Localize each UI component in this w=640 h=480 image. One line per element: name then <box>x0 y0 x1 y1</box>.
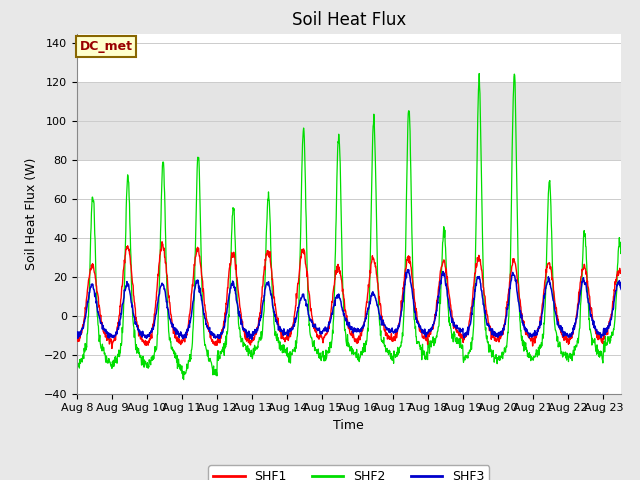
SHF3 <box>634 328 640 334</box>
SHF1 <box>344 317 351 323</box>
SHF2 <box>333 193 340 199</box>
SHF2 <box>628 335 636 340</box>
Bar <box>77 82 621 160</box>
Text: DC_met: DC_met <box>79 40 132 53</box>
Y-axis label: Soil Heat Flux (W): Soil Heat Flux (W) <box>25 157 38 270</box>
Legend: SHF1, SHF2, SHF3: SHF1, SHF2, SHF3 <box>209 465 489 480</box>
SHF1 <box>158 239 166 245</box>
SHF3 <box>628 328 636 334</box>
SHF2 <box>476 71 483 76</box>
SHF3 <box>161 286 168 292</box>
SHF3 <box>573 314 580 320</box>
X-axis label: Time: Time <box>333 419 364 432</box>
Title: Soil Heat Flux: Soil Heat Flux <box>292 11 406 29</box>
SHF3 <box>491 331 499 336</box>
SHF2 <box>161 190 168 195</box>
SHF3 <box>333 295 340 301</box>
SHF3 <box>73 331 81 336</box>
SHF2 <box>634 341 640 347</box>
Line: SHF2: SHF2 <box>77 73 638 380</box>
SHF2 <box>343 339 351 345</box>
SHF3 <box>343 322 351 328</box>
SHF1 <box>108 346 116 351</box>
SHF2 <box>573 343 580 349</box>
SHF2 <box>180 377 188 383</box>
Line: SHF1: SHF1 <box>77 242 638 348</box>
SHF1 <box>573 311 580 316</box>
SHF2 <box>491 355 499 361</box>
SHF1 <box>491 337 499 343</box>
SHF3 <box>248 336 255 342</box>
SHF1 <box>628 326 636 332</box>
SHF2 <box>73 357 81 362</box>
SHF1 <box>73 334 81 339</box>
SHF3 <box>404 267 412 273</box>
SHF1 <box>333 264 340 269</box>
SHF1 <box>634 334 640 339</box>
SHF1 <box>161 260 169 266</box>
Line: SHF3: SHF3 <box>77 270 638 339</box>
